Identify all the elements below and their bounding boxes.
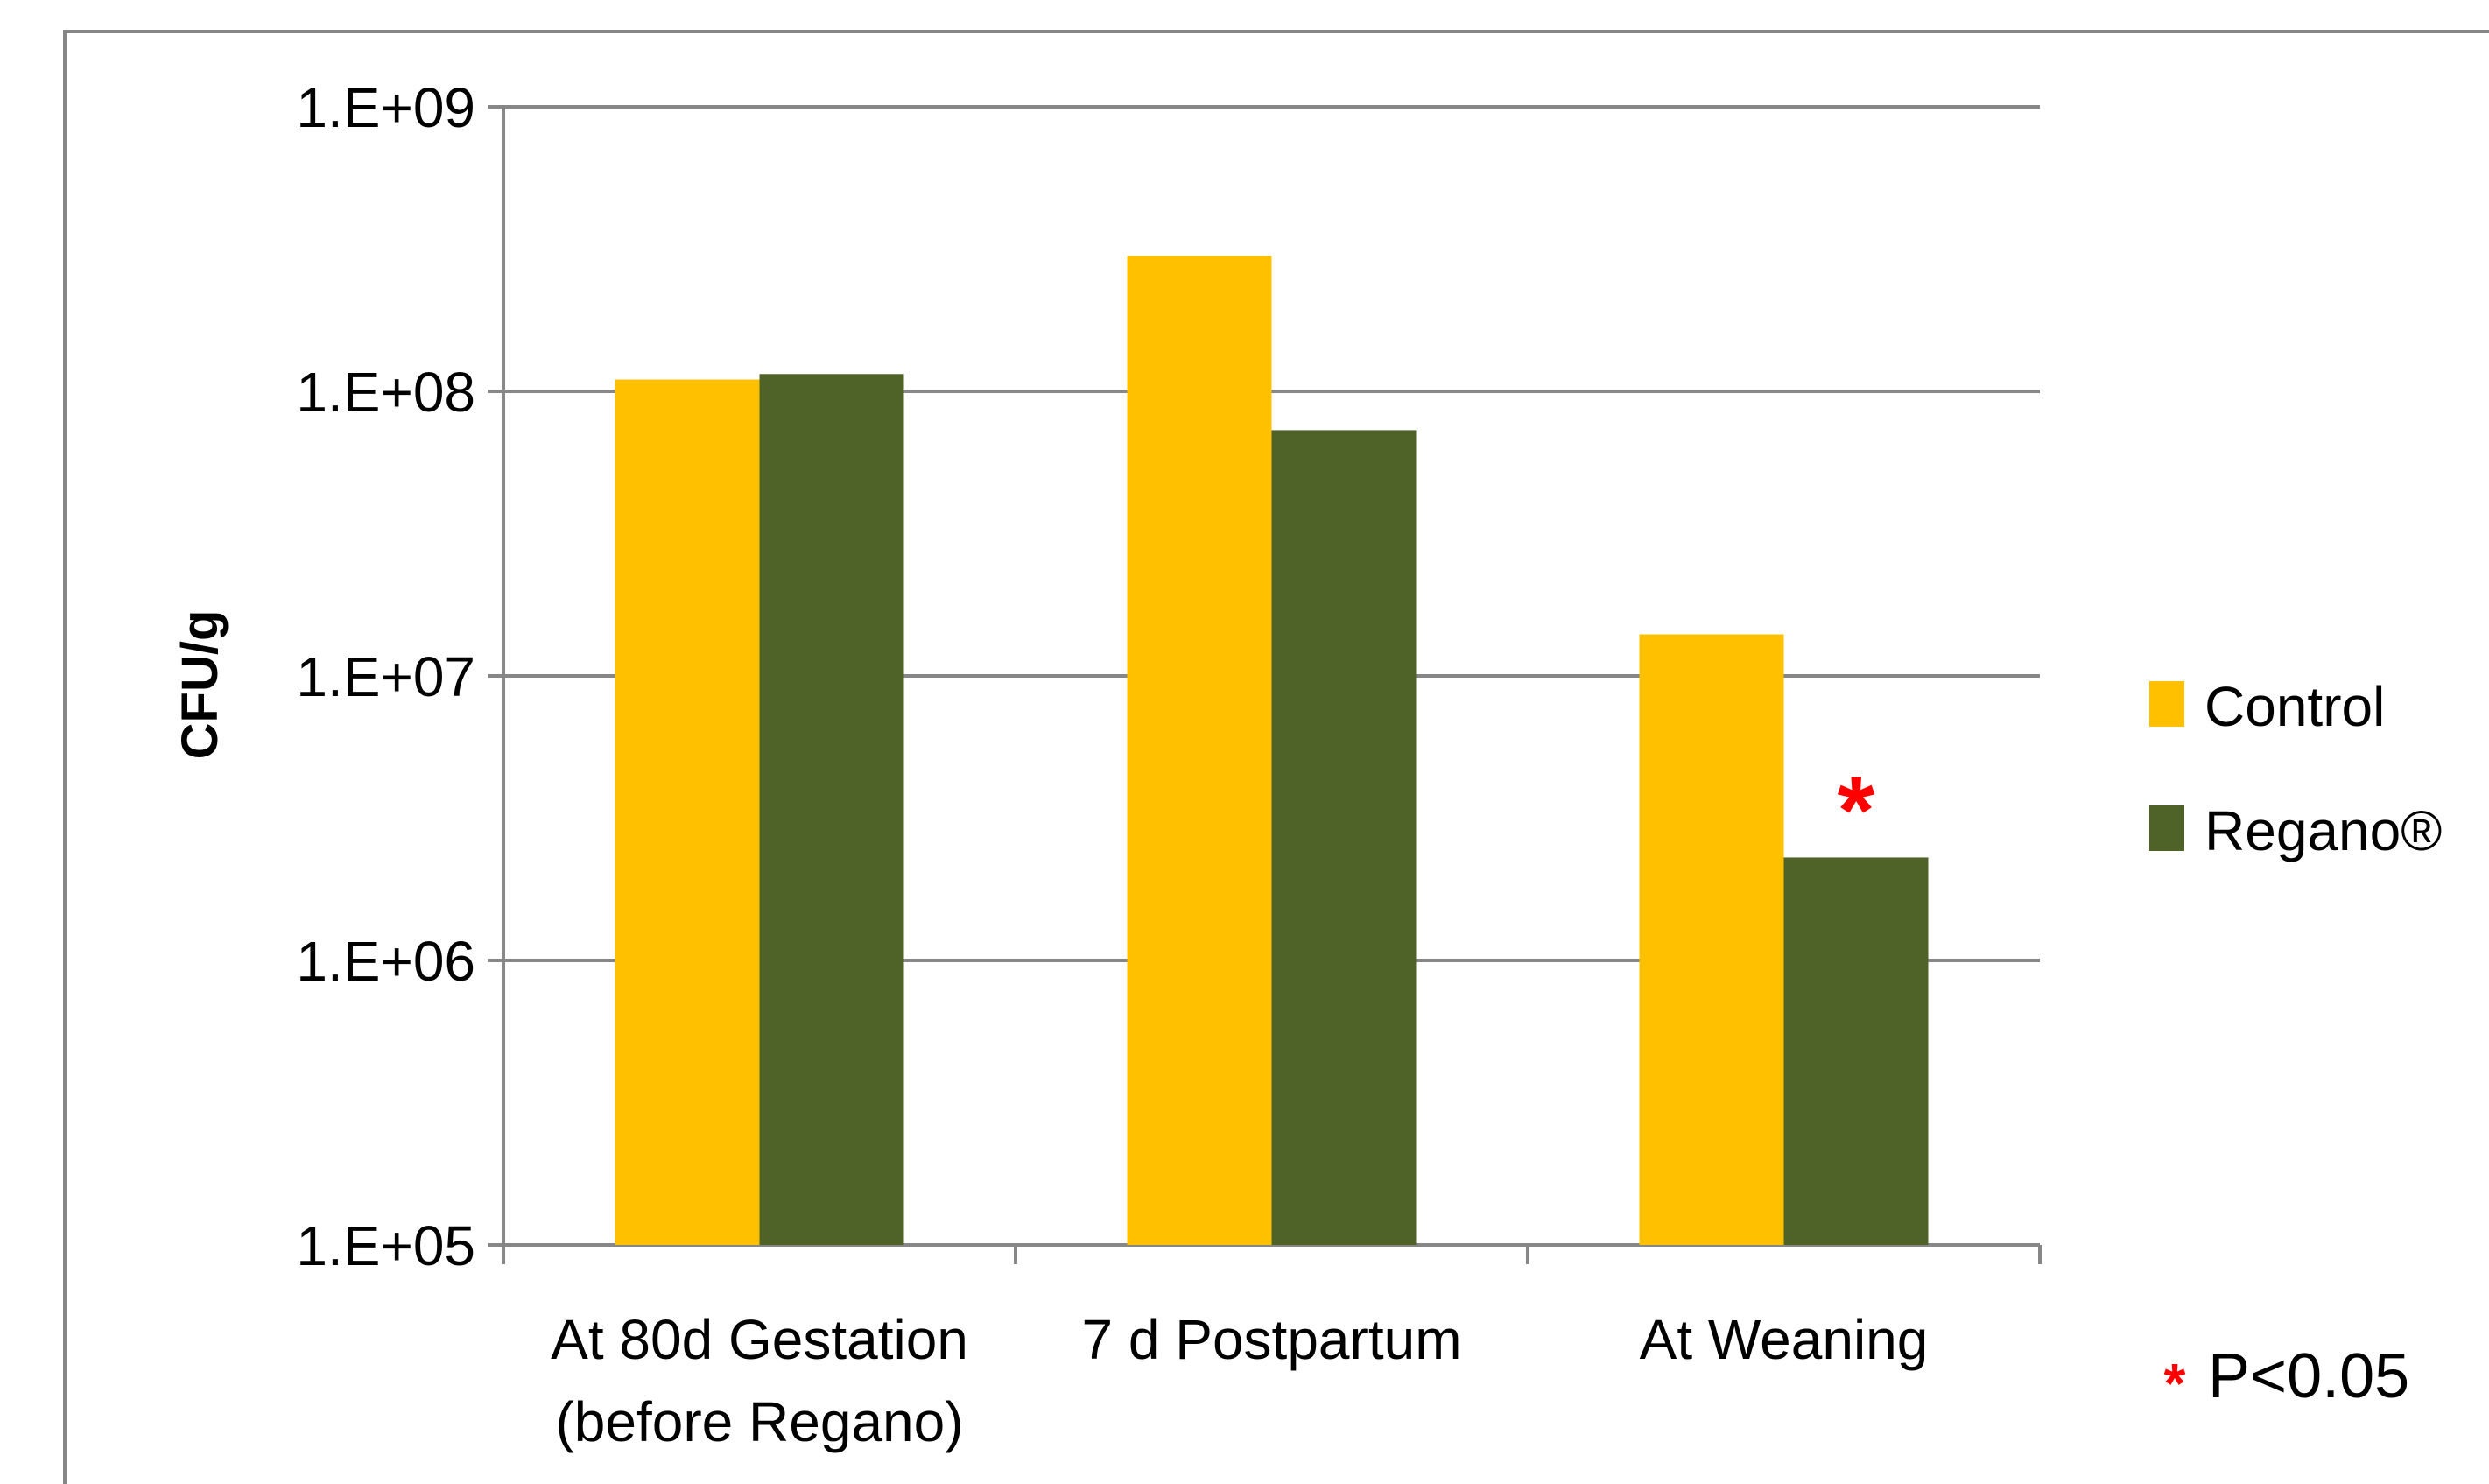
y-axis-title: CFU/g bbox=[172, 610, 229, 760]
bar-regano-1 bbox=[1271, 430, 1417, 1246]
y-tick-label: 1.E+09 bbox=[296, 76, 475, 139]
chart-frame-top-border bbox=[63, 30, 2489, 33]
y-tick-label: 1.E+05 bbox=[296, 1214, 475, 1277]
legend-swatch-0 bbox=[2149, 681, 2184, 727]
y-tick-label: 1.E+07 bbox=[296, 645, 475, 708]
y-tick-label: 1.E+06 bbox=[296, 930, 475, 993]
bar-control-0 bbox=[615, 379, 760, 1245]
x-tick-label-line2: (before Regano) bbox=[555, 1390, 963, 1453]
bar-control-2 bbox=[1639, 634, 1784, 1245]
x-tick-label-line1: At 80d Gestation bbox=[551, 1308, 968, 1371]
x-tick-label-line1: 7 d Postpartum bbox=[1082, 1308, 1462, 1371]
x-tick-label-line1: At Weaning bbox=[1640, 1308, 1929, 1371]
chart-frame-left-border bbox=[63, 30, 67, 1484]
bar-control-1 bbox=[1127, 255, 1272, 1246]
footnote-asterisk: * bbox=[2164, 1352, 2186, 1415]
significance-asterisk: * bbox=[1838, 756, 1875, 864]
bar-regano-2 bbox=[1783, 857, 1929, 1245]
legend-label-0: Control bbox=[2204, 675, 2385, 738]
y-tick-label: 1.E+08 bbox=[296, 361, 475, 424]
footnote-pvalue: P<0.05 bbox=[2208, 1341, 2409, 1411]
bar-regano-0 bbox=[759, 374, 904, 1245]
legend-label-1: Regano® bbox=[2204, 799, 2442, 862]
legend-swatch-1 bbox=[2149, 805, 2184, 851]
